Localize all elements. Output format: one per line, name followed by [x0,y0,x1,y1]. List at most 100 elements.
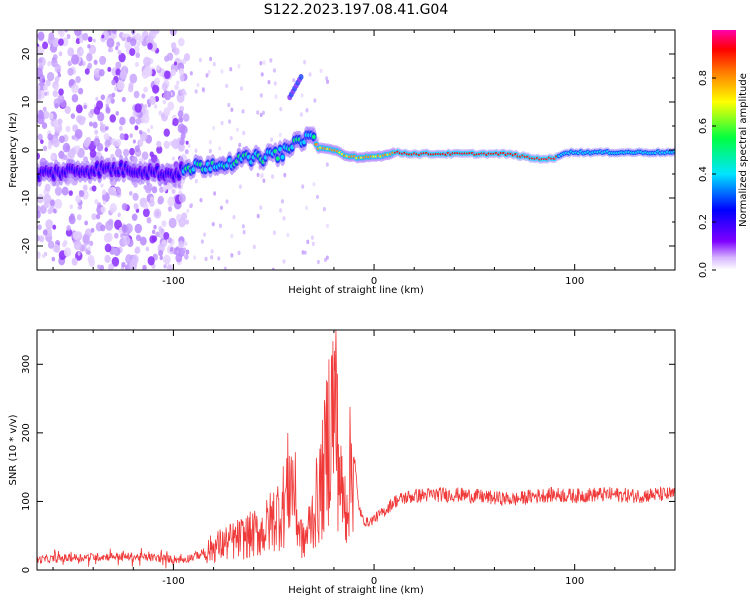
heatmap-speckle [63,247,72,258]
heatmap-speckle [299,112,303,117]
heatmap-speckle [67,67,74,76]
heatmap-speckle [38,235,45,243]
heatmap-speckle [67,47,75,57]
heatmap-speckle [135,234,142,242]
heatmap-speckle [163,140,170,148]
heatmap-speckle [104,147,109,152]
heatmap-speckle [92,121,98,129]
heatmap-speckle [95,213,101,220]
heatmap-speckle [42,106,47,112]
snr-xtick-label: 100 [565,576,584,587]
heatmap-speckle [37,196,43,204]
heatmap-speckle [91,185,97,192]
heatmap-speckle [205,73,209,78]
heatmap-speckle [66,225,71,232]
heatmap-speckle [185,249,190,255]
heatmap-speckle [271,174,275,179]
heatmap-speckle [58,38,64,46]
colorbar-tick-label: 0.8 [698,70,709,86]
spectrogram-heatmap [37,30,675,270]
heatmap-speckle [114,148,122,158]
heatmap-speckle [303,60,307,65]
heatmap-speckle [153,208,162,219]
heatmap-speckle [125,223,133,234]
heatmap-speckle [153,104,158,109]
heatmap-speckle [132,156,138,164]
heatmap-speckle [87,36,93,43]
heatmap-speckle [260,173,264,178]
heatmap-speckle [121,33,126,39]
heatmap-speckle [38,57,43,64]
snr-xlabel: Height of straight line (km) [288,585,424,596]
heatmap-speckle [79,37,84,44]
heatmap-speckle [259,60,263,66]
chart-title: S122.2023.197.08.41.G04 [264,2,449,18]
heatmap-speckle [75,251,83,261]
heatmap-speckle [153,77,160,86]
heatmap-speckle [142,208,150,218]
heatmap-speckle [209,56,213,62]
heatmap-speckle [286,232,290,238]
heatmap-speckle [94,198,99,205]
snr-xtick-label: -100 [162,576,185,587]
heatmap-speckle [73,240,82,251]
heatmap-speckle [115,68,121,76]
heatmap-speckle [116,80,125,91]
heatmap-speckle [61,186,69,196]
heatmap-speckle [68,215,74,222]
heatmap-speckle [208,139,212,145]
heatmap-speckle [113,191,117,197]
heatmap-speckle [77,205,81,210]
heatmap-speckle [82,32,89,41]
heatmap-speckle [319,68,323,74]
spectrogram-ytick-label: -20 [21,238,32,254]
heatmap-speckle [62,142,71,153]
heatmap-speckle [262,60,266,65]
heatmap-speckle [38,74,45,83]
heatmap-speckle [37,210,41,219]
heatmap-speckle [76,145,80,150]
heatmap-speckle [194,148,198,153]
heatmap-speckle [83,139,90,148]
heatmap-speckle [198,57,202,63]
heatmap-speckle [228,119,232,124]
snr-ytick-label: 200 [21,423,32,442]
heatmap-speckle [64,105,71,115]
colorbar-tick-label: 0.4 [698,166,709,182]
heatmap-speckle [134,246,141,254]
heatmap-speckle [43,194,52,205]
heatmap-speckle [54,198,63,210]
snr-xtick-label: 0 [371,576,377,587]
heatmap-speckle [179,117,183,122]
colorbar-label: Normalized spectral amplitude [738,73,749,227]
heatmap-speckle [161,82,168,91]
heatmap-speckle [107,66,112,73]
heatmap-speckle [83,104,87,110]
heatmap-speckle [112,30,117,35]
heatmap-speckle [116,41,121,47]
heatmap-speckle [143,104,148,109]
heatmap-speckle [57,72,62,78]
heatmap-speckle [48,32,55,40]
heatmap-speckle [225,199,229,204]
heatmap-speckle [132,192,139,201]
heatmap-speckle [88,121,93,127]
heatmap-speckle [200,239,204,244]
heatmap-speckle [308,72,312,77]
heatmap-speckle [95,96,99,101]
spectrogram-ytick-label: 10 [21,96,32,109]
heatmap-speckle [301,250,305,255]
heatmap-speckle [167,237,173,244]
heatmap-speckle [169,247,174,252]
heatmap-speckle [44,183,51,192]
heatmap-speckle [57,118,63,125]
heatmap-speckle [242,230,246,235]
heatmap-speckle [272,68,276,73]
heatmap-speckle [46,71,55,82]
heatmap-speckle [104,243,112,253]
heatmap-speckle [212,61,216,67]
heatmap-speckle [261,110,265,115]
heatmap-speckle [151,235,158,243]
heatmap-speckle [166,264,173,270]
heatmap-speckle [99,123,107,133]
